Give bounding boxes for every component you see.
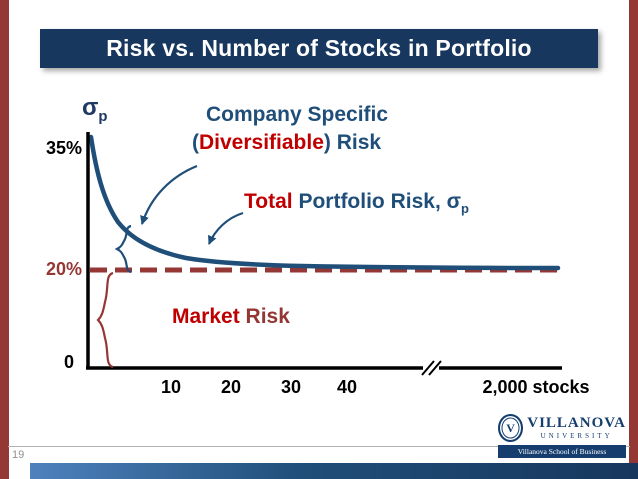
- diversifiable-gap-brace: [114, 224, 132, 274]
- footer-divider-line: [8, 446, 630, 447]
- market-risk-brace: [96, 271, 114, 369]
- market-risk-label: Market Risk: [172, 305, 290, 329]
- logo-school-banner: Villanova School of Business: [498, 445, 626, 458]
- seal-letter: V: [506, 420, 515, 435]
- x-tick-2000-stocks: 2,000 stocks: [482, 377, 590, 397]
- total-word: Total: [244, 190, 293, 213]
- total-risk-curve: [88, 134, 561, 271]
- total-risk-label: Total Portfolio Risk, σp: [244, 190, 469, 216]
- market-word: Market: [172, 305, 240, 328]
- y-tick-0: 0: [63, 352, 74, 372]
- right-edge-stripe: [629, 0, 638, 479]
- y-tick-35: 35%: [45, 138, 82, 158]
- portfolio-risk-words: Portfolio Risk,: [292, 190, 447, 213]
- page-number: 19: [12, 449, 25, 461]
- diversifiable-word: Diversifiable: [199, 131, 324, 154]
- axis-break-gap: [423, 361, 439, 375]
- y-axis-sigma-label: σp: [82, 94, 108, 125]
- logo-wordmark: VILLANOVA: [527, 415, 626, 431]
- left-edge-stripe: [0, 0, 9, 479]
- slide-title: Risk vs. Number of Stocks in Portfolio: [106, 35, 532, 61]
- company-specific-label-line1: Company Specific: [206, 103, 389, 126]
- bottom-accent-bar: [30, 463, 638, 479]
- company-specific-label-line2: (Diversifiable) Risk: [192, 131, 381, 155]
- open-paren: (: [192, 131, 199, 154]
- x-tick-30: 30: [280, 377, 302, 397]
- axis-break-slash-1: [421, 360, 435, 376]
- villanova-logo-text: VILLANOVA UNIVERSITY: [527, 416, 626, 440]
- villanova-logo: V VILLANOVA UNIVERSITY Villanova School …: [498, 414, 626, 458]
- villanova-logo-row: V VILLANOVA UNIVERSITY: [498, 414, 626, 442]
- sigma-subscript: p: [98, 108, 108, 125]
- logo-university-word: UNIVERSITY: [540, 432, 613, 440]
- axis-break-slash-2: [428, 360, 442, 376]
- x-tick-20: 20: [220, 377, 242, 397]
- villanova-seal-icon: V: [498, 414, 524, 442]
- sigma-glyph: σ: [82, 94, 99, 121]
- slide-title-bar: Risk vs. Number of Stocks in Portfolio: [40, 29, 598, 68]
- y-tick-20: 20%: [45, 259, 82, 279]
- total-risk-arrow: [207, 211, 244, 245]
- company-specific-arrow: [140, 164, 198, 225]
- risk-word: Risk: [239, 305, 290, 328]
- close-paren-risk: ) Risk: [323, 131, 382, 154]
- total-sigma-glyph: σp: [446, 190, 469, 217]
- x-tick-10: 10: [160, 377, 182, 397]
- x-tick-40: 40: [336, 377, 358, 397]
